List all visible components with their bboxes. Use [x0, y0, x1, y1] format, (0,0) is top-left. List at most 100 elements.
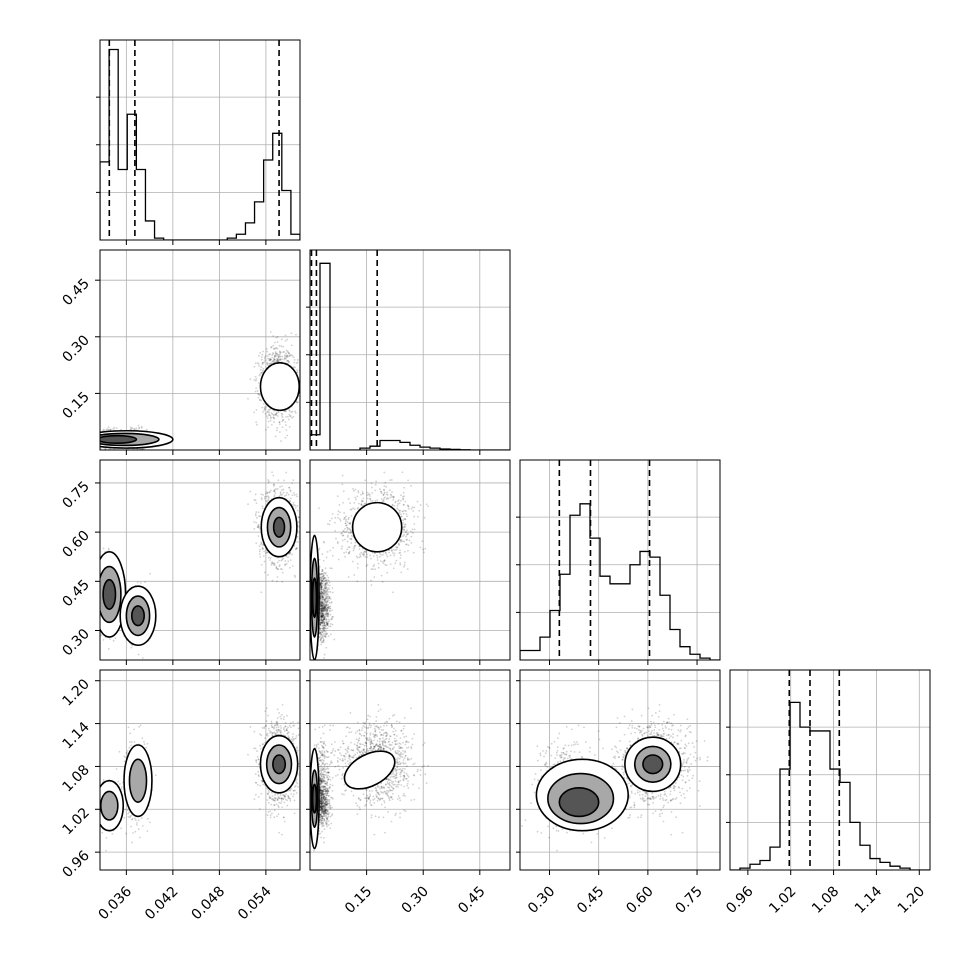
- sample-point: [288, 361, 290, 363]
- sample-point: [326, 615, 329, 618]
- sample-point: [325, 621, 328, 624]
- sample-point: [274, 435, 277, 438]
- sample-point: [287, 556, 289, 559]
- sample-point: [129, 428, 132, 431]
- sample-point: [322, 578, 325, 580]
- sample-point: [276, 427, 279, 429]
- sample-point: [322, 628, 325, 630]
- sample-point: [302, 391, 304, 393]
- sample-point: [328, 620, 331, 622]
- sample-point: [320, 637, 323, 640]
- sample-point: [324, 583, 327, 586]
- sample-point: [330, 567, 333, 570]
- sample-point: [294, 504, 297, 507]
- sample-point: [279, 494, 282, 496]
- sample-point: [320, 593, 323, 596]
- sample-point: [284, 410, 287, 413]
- sample-point: [295, 401, 298, 403]
- panel-1-1: [306, 249, 511, 455]
- sample-point: [267, 426, 269, 429]
- sample-point: [321, 611, 323, 614]
- sample-point: [325, 610, 328, 613]
- sample-point: [256, 526, 259, 528]
- sample-point: [319, 612, 322, 615]
- sample-point: [332, 615, 335, 618]
- sample-point: [296, 359, 299, 361]
- sample-point: [270, 412, 273, 415]
- sample-point: [105, 429, 108, 432]
- sample-point: [278, 565, 281, 568]
- sample-point: [275, 414, 277, 416]
- sample-point: [327, 606, 329, 609]
- sample-point: [320, 631, 322, 634]
- sample-point: [263, 406, 266, 409]
- sample-point: [97, 601, 99, 603]
- sample-point: [320, 615, 323, 618]
- sample-point: [321, 619, 324, 622]
- sample-point: [282, 557, 285, 560]
- sample-point: [275, 565, 278, 568]
- sample-point: [262, 544, 264, 547]
- sample-point: [321, 635, 324, 638]
- sample-point: [290, 344, 293, 347]
- sample-point: [322, 633, 324, 636]
- sample-point: [323, 630, 326, 632]
- sample-point: [276, 576, 279, 578]
- sample-point: [321, 607, 324, 610]
- sample-point: [273, 489, 276, 492]
- sample-point: [256, 361, 259, 364]
- sample-point: [108, 549, 110, 551]
- sample-point: [329, 598, 332, 600]
- sample-point: [320, 589, 323, 592]
- sample-point: [296, 401, 299, 404]
- sample-point: [324, 601, 327, 604]
- sample-point: [253, 411, 256, 414]
- sample-point: [320, 616, 323, 618]
- sample-point: [320, 610, 323, 613]
- sample-point: [262, 368, 265, 370]
- sample-point: [321, 580, 324, 582]
- y-tick-label: 0.15: [59, 389, 92, 422]
- sample-point: [255, 521, 258, 524]
- sample-point: [319, 584, 322, 586]
- sample-point: [325, 596, 328, 599]
- sample-point: [327, 576, 330, 579]
- sample-point: [321, 621, 323, 624]
- sample-point: [322, 596, 324, 599]
- sample-point: [329, 613, 332, 616]
- sample-point: [323, 605, 326, 608]
- sample-point: [325, 632, 328, 635]
- sample-point: [254, 513, 257, 515]
- sample-point: [319, 585, 322, 588]
- sample-point: [322, 573, 325, 576]
- sample-point: [319, 605, 322, 608]
- sample-point: [274, 358, 276, 361]
- sample-point: [320, 605, 323, 607]
- sample-point: [320, 614, 323, 617]
- sample-point: [287, 360, 290, 363]
- sample-point: [320, 619, 323, 622]
- sample-point: [319, 586, 322, 589]
- sample-point: [320, 596, 323, 599]
- sample-point: [321, 641, 323, 644]
- sample-point: [260, 356, 263, 358]
- sample-point: [273, 485, 275, 487]
- sample-point: [323, 618, 326, 620]
- contour-level-3: [130, 605, 145, 627]
- sample-point: [321, 575, 324, 578]
- sample-point: [324, 610, 326, 613]
- sample-point: [323, 624, 326, 627]
- sample-point: [144, 581, 147, 584]
- sample-point: [257, 524, 260, 526]
- sample-point: [276, 561, 279, 564]
- sample-point: [325, 612, 328, 615]
- sample-point: [260, 541, 263, 544]
- sample-point: [284, 560, 287, 562]
- sample-point: [293, 545, 296, 548]
- sample-point: [288, 553, 291, 555]
- sample-point: [321, 568, 324, 571]
- sample-point: [321, 612, 324, 615]
- sample-point: [321, 608, 324, 611]
- sample-point: [264, 412, 267, 415]
- sample-point: [257, 363, 260, 365]
